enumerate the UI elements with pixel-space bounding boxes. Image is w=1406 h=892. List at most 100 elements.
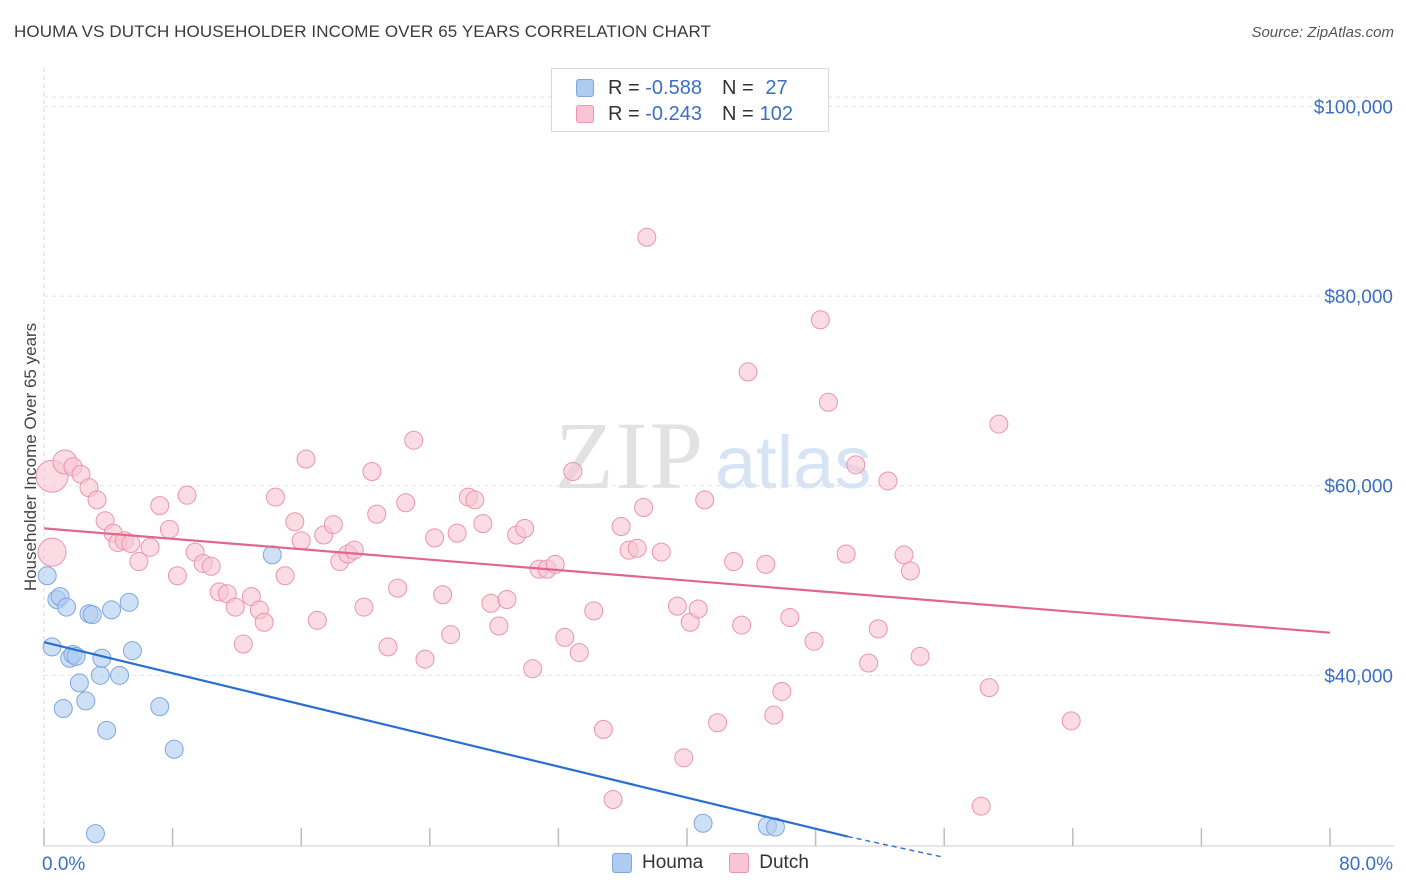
point-dutch <box>603 790 623 810</box>
point-houma <box>85 824 105 844</box>
point-dutch <box>275 566 295 586</box>
point-houma <box>42 637 62 657</box>
point-houma <box>97 720 117 740</box>
point-houma <box>76 691 96 711</box>
point-dutch <box>447 523 467 543</box>
point-dutch <box>497 589 517 609</box>
point-houma <box>102 600 122 620</box>
series-swatch-dutch <box>729 853 750 873</box>
legend-row-dutch: R = -0.243 N = 102 <box>552 102 793 126</box>
point-dutch <box>1061 711 1081 731</box>
point-dutch <box>362 461 382 481</box>
legend-r-value: -0.588 <box>645 76 702 99</box>
point-dutch <box>201 556 221 576</box>
point-dutch <box>177 485 197 505</box>
trend-extension-houma <box>847 835 945 859</box>
point-dutch <box>878 471 898 491</box>
point-dutch <box>989 414 1009 434</box>
legend-n-value: 27 <box>765 76 788 99</box>
point-dutch <box>818 392 838 412</box>
point-dutch <box>523 659 543 679</box>
legend-r-label: R = <box>608 76 640 99</box>
y-tick-labels: $40,000 $60,000 $80,000 $100,000 <box>1314 97 1393 687</box>
point-dutch <box>367 504 387 524</box>
point-dutch <box>555 627 575 647</box>
point-dutch <box>634 498 654 518</box>
legend-r-value: -0.243 <box>645 102 702 125</box>
point-dutch <box>129 552 149 572</box>
point-dutch <box>637 227 657 247</box>
point-dutch <box>804 631 824 651</box>
x-tick-label: 0.0% <box>42 854 85 875</box>
point-dutch <box>473 514 493 534</box>
point-dutch <box>433 585 453 605</box>
trend-line-dutch <box>43 527 1331 634</box>
source-label: Source: ZipAtlas.com <box>1251 24 1394 41</box>
point-dutch <box>354 597 374 617</box>
x-tick-label: 80.0% <box>1339 854 1393 875</box>
point-dutch <box>569 643 589 663</box>
point-houma <box>693 813 713 833</box>
legend-swatch-houma <box>576 79 594 97</box>
legend-n-label: N = <box>721 102 754 125</box>
point-dutch <box>695 490 715 510</box>
point-dutch <box>910 646 930 666</box>
legend-n-label: N = <box>721 76 754 99</box>
watermark-atlas: atlas <box>715 421 871 504</box>
x-tick-labels: 0.0% 80.0% <box>42 854 1393 875</box>
point-houma <box>90 665 110 685</box>
point-dutch <box>87 490 107 510</box>
y-tick-label: $60,000 <box>1324 477 1393 498</box>
point-dutch <box>810 310 830 330</box>
point-dutch <box>254 612 274 632</box>
point-dutch <box>396 493 416 513</box>
point-houma <box>164 739 184 759</box>
point-dutch <box>627 538 647 558</box>
y-axis-label: Householder Income Over 65 years <box>21 323 40 591</box>
point-houma <box>119 592 139 612</box>
series-legend-houma: Houma <box>612 852 703 874</box>
point-dutch <box>900 561 920 581</box>
point-dutch <box>708 713 728 733</box>
point-houma <box>69 673 89 693</box>
point-dutch <box>296 449 316 469</box>
point-dutch <box>515 518 535 538</box>
point-dutch <box>756 554 776 574</box>
point-dutch <box>489 616 509 636</box>
correlation-legend: R = -0.588 N = 27 R = -0.243 N = 102 <box>551 68 829 132</box>
legend-row-houma: R = -0.588 N = 27 <box>552 76 788 100</box>
point-dutch <box>667 596 687 616</box>
point-dutch <box>291 531 311 551</box>
point-dutch <box>150 496 170 516</box>
point-dutch <box>465 490 485 510</box>
point-dutch <box>732 615 752 635</box>
point-dutch <box>159 519 179 539</box>
point-dutch <box>121 534 141 554</box>
point-dutch <box>563 461 583 481</box>
point-dutch <box>307 610 327 630</box>
point-dutch <box>764 705 784 725</box>
point-dutch <box>724 552 744 572</box>
point-dutch <box>388 578 408 598</box>
legend-n-value: 102 <box>759 102 794 125</box>
y-tick-label: $80,000 <box>1324 287 1393 308</box>
series-label-houma: Houma <box>642 852 704 873</box>
series-legend-dutch: Dutch <box>729 852 809 874</box>
point-dutch <box>285 512 305 532</box>
trend-lines <box>43 527 1331 859</box>
point-dutch <box>584 601 604 621</box>
point-dutch <box>611 516 631 536</box>
point-houma <box>122 641 142 661</box>
point-dutch <box>225 597 245 617</box>
series-swatch-houma <box>612 853 632 873</box>
point-dutch <box>233 634 253 654</box>
point-dutch <box>674 748 694 768</box>
legend-swatch-dutch <box>576 105 594 123</box>
point-houma <box>82 605 102 625</box>
point-dutch <box>859 653 879 673</box>
point-dutch <box>738 362 758 382</box>
point-houma <box>57 597 77 617</box>
point-dutch <box>780 607 800 627</box>
x-axis-ticks <box>43 828 1331 846</box>
